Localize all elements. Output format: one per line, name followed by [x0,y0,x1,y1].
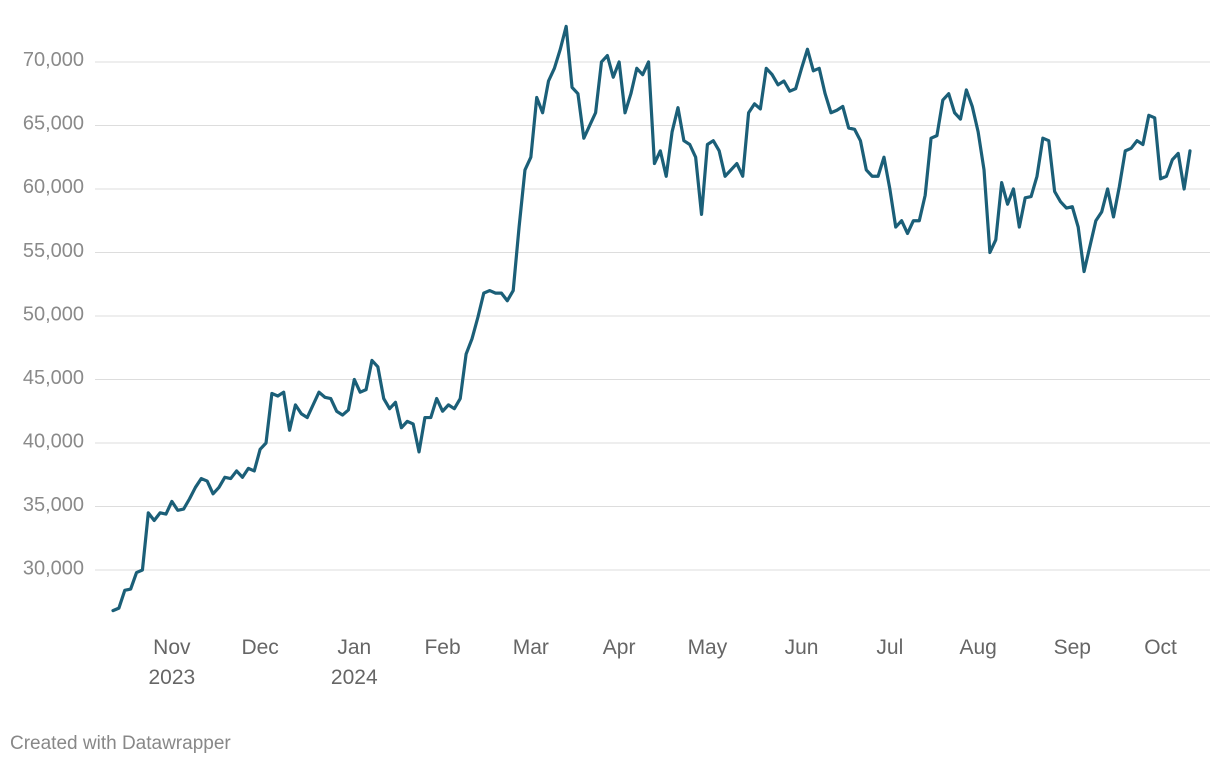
y-tick-label: 55,000 [23,240,84,262]
footer: Created with Datawrapper [10,733,231,754]
x-tick-label: Oct [1144,636,1177,659]
x-tick-label: Mar [512,636,549,659]
price-line [111,24,1192,613]
y-tick-label: 40,000 [23,430,84,452]
y-tick-label: 45,000 [23,367,84,389]
x-tick-label: Dec [241,636,279,659]
y-tick-label: 35,000 [23,494,84,516]
x-tick-label: Sep [1053,636,1091,659]
x-tick-label: Aug [959,636,997,659]
x-tick-label: Feb [424,636,461,659]
x-tick-label: May [687,636,728,659]
y-tick-label: 30,000 [23,557,84,579]
x-tick-label: Jan 2024 [330,636,378,689]
y-tick-label: 60,000 [23,176,84,198]
y-tick-label: 70,000 [23,49,84,71]
y-tick-label: 50,000 [23,303,84,325]
x-tick-label: Apr [602,636,636,659]
y-tick-label: 65,000 [23,113,84,135]
x-tick-label: Jul [876,636,904,659]
x-tick-label: Jun [784,636,819,659]
x-tick-label: Nov 2023 [148,636,196,689]
